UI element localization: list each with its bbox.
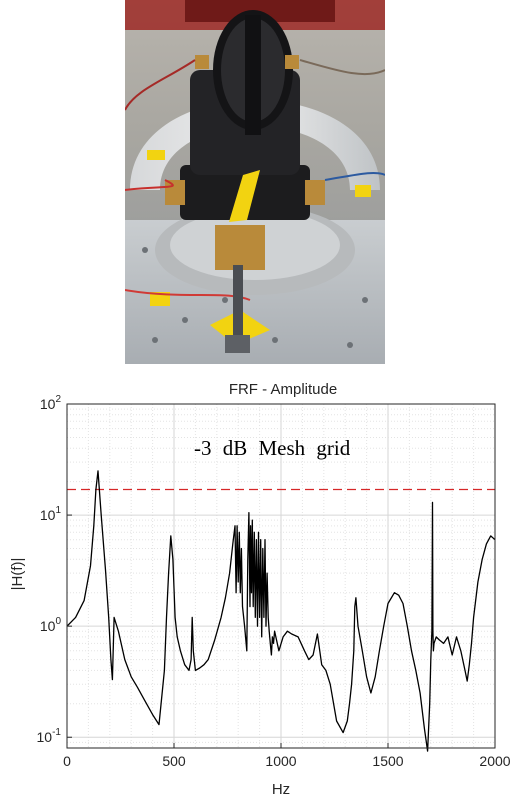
x-tick-label: 0	[63, 753, 71, 769]
frf-series-line	[66, 470, 496, 752]
chart-title: FRF - Amplitude	[229, 381, 337, 398]
y-tick-label: 100	[40, 616, 62, 634]
x-tick-label: 500	[162, 753, 186, 769]
x-axis-label: Hz	[272, 781, 290, 798]
y-tick-label: 102	[40, 394, 62, 412]
y-tick-label: 101	[40, 505, 62, 523]
y-axis-label: |H(f)|	[9, 558, 26, 591]
x-tick-label: 1500	[372, 753, 403, 769]
mesh-grid-annotation: -3 dB Mesh grid	[194, 436, 351, 460]
x-tick-label: 1000	[265, 753, 296, 769]
y-axis-ticks: 10-1 100 101 102	[37, 394, 72, 745]
y-tick-label: 10-1	[37, 727, 62, 745]
x-tick-label: 2000	[479, 753, 510, 769]
grid-lines	[67, 404, 495, 748]
frf-amplitude-chart: FRF - Amplitude -3 dB Mesh grid 0 500 1000…	[9, 381, 511, 798]
vibration-test-fixture-photo	[125, 0, 385, 364]
x-axis-ticks: 0 500 1000 1500 2000	[63, 743, 511, 769]
